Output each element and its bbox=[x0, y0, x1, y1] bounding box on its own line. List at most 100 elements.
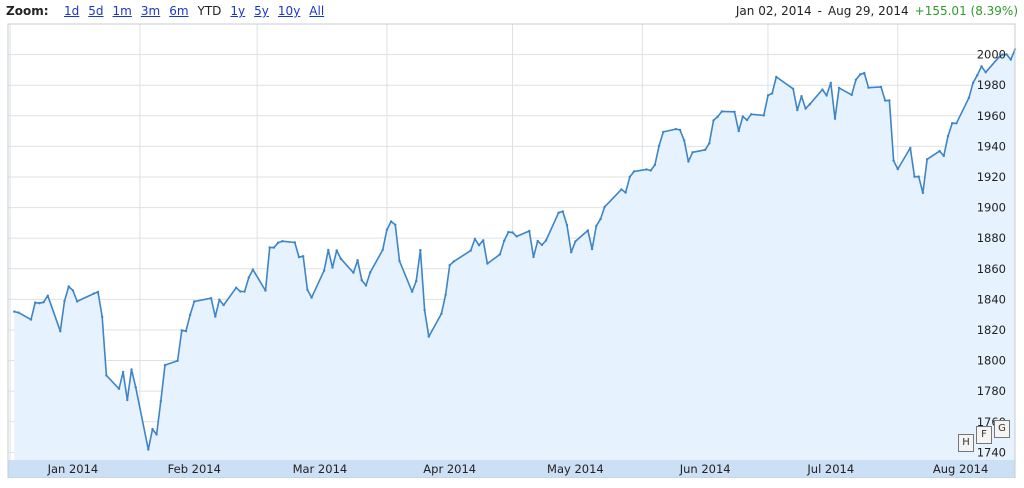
data-point: 2014-03-07: 1878.04 bbox=[281, 240, 284, 243]
data-point: 2014-04-30: 1883.95 bbox=[507, 230, 510, 234]
zoom-ytd-link[interactable]: YTD bbox=[197, 4, 222, 18]
data-point: 2014-08-18: 1971.74 bbox=[967, 96, 971, 100]
bottom-scroll-area[interactable] bbox=[0, 478, 1024, 488]
data-point: 2014-07-09: 1972.83 bbox=[800, 95, 803, 98]
y-tick-label: 1820 bbox=[977, 323, 1006, 337]
data-point: 2014-05-23: 1900.53 bbox=[603, 205, 606, 208]
data-point: 2014-05-29: 1920.03 bbox=[628, 175, 631, 179]
data-point: 2014-02-11: 1819.75 bbox=[180, 329, 183, 332]
data-point: 2014-06-02: 1924.97 bbox=[645, 168, 648, 171]
data-point: 2014-08-26: 2000.02 bbox=[1001, 53, 1004, 56]
zoom-10y-link[interactable]: 10y bbox=[277, 4, 301, 18]
data-point: 2014-03-19: 1860.77 bbox=[331, 266, 334, 269]
data-point: 2014-03-21: 1866.52 bbox=[339, 257, 343, 260]
data-point: 2014-07-10: 1964.68 bbox=[804, 107, 807, 110]
data-point: 2014-07-17: 1958.12 bbox=[833, 117, 837, 120]
data-point: 2014-05-28: 1909.78 bbox=[624, 191, 627, 194]
data-point: 2014-02-27: 1854.29 bbox=[247, 276, 250, 279]
range-separator: - bbox=[817, 4, 822, 18]
data-point: 2014-08-14: 1955.18 bbox=[951, 122, 954, 125]
data-point: 2014-04-22: 1879.55 bbox=[473, 237, 477, 241]
data-point: 2014-02-24: 1847.61 bbox=[235, 286, 238, 289]
data-point: 2014-04-09: 1872.18 bbox=[419, 248, 422, 252]
g-control[interactable]: G bbox=[994, 420, 1010, 438]
data-point: 2014-07-28: 1978.91 bbox=[879, 85, 883, 89]
data-point: 2014-07-23: 1987.01 bbox=[858, 73, 862, 76]
data-point: 2014-08-11: 1936.92 bbox=[938, 149, 941, 153]
zoom-1m-link[interactable]: 1m bbox=[112, 4, 132, 18]
data-point: 2014-03-03: 1845.73 bbox=[264, 289, 267, 292]
y-tick-label: 1740 bbox=[977, 445, 1006, 459]
data-point: 2014-01-16: 1845.89 bbox=[71, 289, 75, 292]
zoom-5y-link[interactable]: 5y bbox=[254, 4, 269, 18]
data-point: 2014-03-14: 1841.13 bbox=[310, 296, 313, 299]
h-control[interactable]: H bbox=[958, 434, 974, 452]
zoom-3m-link[interactable]: 3m bbox=[140, 4, 161, 18]
data-point: 2014-05-13: 1897.45 bbox=[561, 210, 564, 213]
data-point: 2014-02-07: 1797.02 bbox=[163, 363, 167, 367]
x-tick-label: May 2014 bbox=[547, 462, 604, 476]
data-point: 2014-07-18: 1978.22 bbox=[837, 86, 841, 90]
data-point: 2014-06-03: 1924.24 bbox=[649, 169, 652, 172]
data-point: 2014-03-17: 1858.83 bbox=[322, 269, 326, 272]
y-tick-label: 1860 bbox=[977, 262, 1006, 276]
data-point: 2014-05-15: 1870.85 bbox=[570, 251, 573, 254]
data-point: 2014-04-21: 1871.89 bbox=[469, 249, 472, 252]
data-point: 2014-08-08: 1931.59 bbox=[925, 158, 929, 161]
data-point: 2014-05-01: 1883.68 bbox=[511, 231, 514, 234]
data-point: 2014-04-15: 1842.98 bbox=[444, 293, 447, 296]
series-area-fill bbox=[14, 49, 1016, 461]
data-point: 2014-06-23: 1962.61 bbox=[733, 110, 736, 114]
zoom-1y-link[interactable]: 1y bbox=[230, 4, 246, 18]
zoom-1d-link[interactable]: 1d bbox=[64, 4, 80, 18]
x-tick-label: Aug 2014 bbox=[933, 462, 988, 476]
data-point: 2014-02-19: 1828.75 bbox=[214, 315, 217, 318]
data-point: 2014-02-25: 1845.12 bbox=[239, 290, 242, 293]
data-point: 2014-07-01: 1973.32 bbox=[766, 94, 770, 97]
data-point: 2014-08-22: 1988.4 bbox=[984, 71, 987, 74]
zoom-5d-link[interactable]: 5d bbox=[88, 4, 104, 18]
data-point: 2014-02-05: 1751.64 bbox=[155, 433, 158, 436]
data-point: 2014-05-09: 1878.48 bbox=[544, 239, 548, 242]
x-tick-label: Jul 2014 bbox=[806, 462, 854, 476]
zoom-6m-link[interactable]: 6m bbox=[169, 4, 189, 18]
data-point: 2014-01-29: 1774.2 bbox=[126, 398, 129, 402]
end-date: Aug 29, 2014 bbox=[827, 4, 909, 18]
data-point: 2014-05-14: 1888.53 bbox=[565, 223, 569, 227]
data-point: 2014-04-01: 1885.52 bbox=[385, 228, 389, 231]
zoom-all-link[interactable]: All bbox=[309, 4, 325, 18]
data-point: 2014-06-06: 1949.44 bbox=[662, 130, 665, 134]
data-point: 2014-05-20: 1872.83 bbox=[590, 247, 594, 251]
data-point: 2014-01-03: 1831.37 bbox=[17, 311, 20, 314]
data-point: 2014-08-21: 1992.37 bbox=[980, 65, 983, 68]
data-point: 2014-04-29: 1878.33 bbox=[503, 239, 506, 242]
data-point: 2014-03-25: 1865.62 bbox=[356, 259, 359, 262]
data-point: 2014-06-17: 1941.99 bbox=[708, 142, 711, 145]
zoom-options: 1d 5d 1m 3m 6m YTD 1y 5y 10y All bbox=[64, 4, 324, 18]
data-point: 2014-03-26: 1852.56 bbox=[360, 279, 363, 282]
data-point: 2014-08-05: 1920.21 bbox=[913, 175, 916, 178]
data-point: 2014-07-14: 1977.1 bbox=[821, 88, 824, 91]
data-point: 2014-07-15: 1973.28 bbox=[825, 94, 828, 97]
data-point: 2014-06-18: 1956.98 bbox=[712, 119, 715, 122]
data-point: 2014-07-11: 1967.57 bbox=[808, 103, 811, 106]
data-point: 2014-07-08: 1963.71 bbox=[796, 108, 799, 112]
data-point: 2014-03-31: 1872.34 bbox=[381, 248, 384, 252]
data-point: 2014-08-12: 1933.75 bbox=[942, 154, 945, 158]
f-control[interactable]: F bbox=[976, 426, 992, 444]
data-point: 2014-07-02: 1974.62 bbox=[770, 92, 774, 95]
data-point: 2014-06-16: 1937.78 bbox=[704, 148, 707, 151]
data-point: 2014-06-19: 1959.48 bbox=[716, 115, 719, 118]
data-point: 2014-02-18: 1840.76 bbox=[209, 297, 213, 300]
data-point: 2014-05-06: 1867.72 bbox=[532, 255, 535, 259]
data-point: 2014-08-01: 1925.15 bbox=[896, 167, 899, 171]
x-tick-label: Feb 2014 bbox=[168, 462, 221, 476]
data-point: 2014-02-26: 1845.16 bbox=[243, 290, 246, 293]
data-point: 2014-06-04: 1927.88 bbox=[653, 163, 657, 167]
data-point: 2014-07-22: 1983.53 bbox=[854, 78, 858, 82]
data-point: 2014-04-04: 1865.09 bbox=[398, 259, 401, 263]
price-change: +155.01 (8.39%) bbox=[914, 4, 1018, 18]
data-point: 2014-06-13: 1936.16 bbox=[691, 151, 694, 154]
data-point: 2014-08-20: 1986.51 bbox=[976, 74, 979, 77]
